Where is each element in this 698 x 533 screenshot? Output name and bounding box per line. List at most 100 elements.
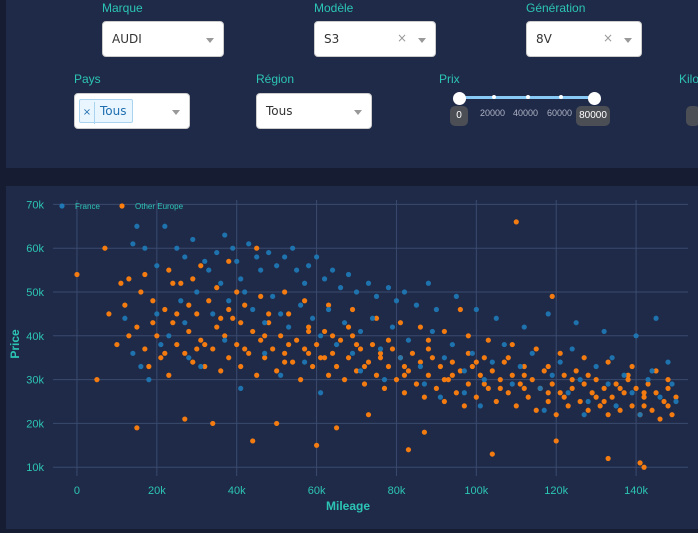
scatter-point [198,263,204,269]
scatter-point [433,385,439,391]
scatter-point [545,390,551,396]
scatter-point [649,407,655,413]
scatter-point [182,416,188,422]
scatter-point [214,324,220,330]
scatter-point [202,258,208,264]
scatter-point [397,320,404,326]
scatter-point [593,394,599,400]
scatter-point [162,350,168,356]
scatter-point [669,412,675,418]
scatter-point [298,302,304,308]
prix-slider-max-handle[interactable] [588,92,601,105]
x-tick-label: 20k [148,485,166,497]
scatter-point [158,341,164,348]
region-value: Tous [266,104,293,118]
scatter-point [361,381,368,387]
scatter-point [130,241,136,247]
scatter-point [489,368,495,374]
scatter-point [401,390,408,396]
scatter-point [673,394,679,400]
scatter-point [581,355,587,361]
generation-dropdown[interactable]: 8V × [526,21,642,57]
scatter-point [126,333,132,339]
scatter-point [505,390,511,396]
legend-entry: Other Europe [135,202,184,211]
scatter-point [457,306,463,313]
scatter-point [509,381,515,387]
scatter-point [481,355,487,361]
scatter-point [274,420,280,427]
prix-slider-min-handle[interactable] [453,92,466,105]
scatter-point [142,346,148,352]
x-tick-label: 140k [624,485,648,497]
y-tick-label: 60k [26,243,44,255]
scatter-point [585,398,591,405]
scatter-point [321,355,328,361]
region-dropdown[interactable]: Tous [256,93,372,129]
scatter-point [126,276,132,282]
scatter-point [106,311,112,317]
scatter-point [162,306,168,313]
scatter-point [381,385,388,391]
scatter-point [385,337,392,343]
scatter-point [258,293,264,299]
scatter-point [286,311,292,317]
scatter-point [425,372,432,378]
scatter-point [345,324,352,330]
marque-dropdown[interactable]: AUDI [102,21,224,57]
scatter-point [262,333,268,339]
scatter-point [134,425,140,431]
scatter-point [469,363,475,370]
x-axis-label: Mileage [326,499,370,513]
scatter-point [401,289,408,295]
scatter-point [421,429,428,435]
scatter-point [234,341,240,348]
scatter-point [461,368,467,374]
clear-icon[interactable]: × [602,31,613,45]
scatter-point [186,302,192,308]
prix-slider-dot [526,95,530,99]
chart-svg[interactable]: 0 20k 40k 60k 80k 100k 120k 140k 10k 20k 30k 40k 50k… [6,186,698,529]
modele-dropdown[interactable]: S3 × [314,21,436,57]
scatter-point [262,350,268,356]
scatter-point [317,390,324,396]
scatter-point [254,245,260,251]
scatter-point [561,372,567,378]
scatter-point [593,377,599,383]
scatter-point [150,298,156,304]
scatter-point [549,293,555,299]
pays-dropdown[interactable]: × Tous [74,93,190,129]
scatter-point [545,363,551,370]
scatter-point [577,398,583,405]
x-tick-label: 100k [464,485,488,497]
scatter-point [509,341,515,348]
remove-tag-icon[interactable]: × [80,102,95,124]
prix-min-tooltip: 0 [450,106,468,126]
scatter-point [274,263,280,269]
chart-ticks: 0 20k 40k 60k 80k 100k 120k 140k 10k 20k 30k 40k 50k… [26,199,648,497]
scatter-point [309,363,316,370]
scatter-point [377,350,384,356]
scatter-point [593,363,599,370]
scatter-point [485,385,491,391]
scatter-point [294,337,300,343]
clear-icon[interactable]: × [396,31,407,45]
generation-value: 8V [536,32,552,46]
prix-slider-dot [559,95,563,99]
scatter-point [601,398,607,405]
scatter-point [569,346,575,352]
prix-mark: 40000 [513,108,539,118]
scatter-point [533,346,539,352]
chevron-down-icon [624,38,632,43]
pays-tag: × Tous [79,99,133,124]
scatter-point [625,372,631,378]
scatter-point [565,390,571,396]
scatter-point [278,311,284,317]
scatter-point [637,460,643,466]
scatter-point [425,280,432,286]
scatter-point [210,420,216,427]
scatter-point [605,359,611,365]
scatter-point [282,289,288,295]
scatter-point [421,381,428,387]
scatter-point [305,263,312,269]
